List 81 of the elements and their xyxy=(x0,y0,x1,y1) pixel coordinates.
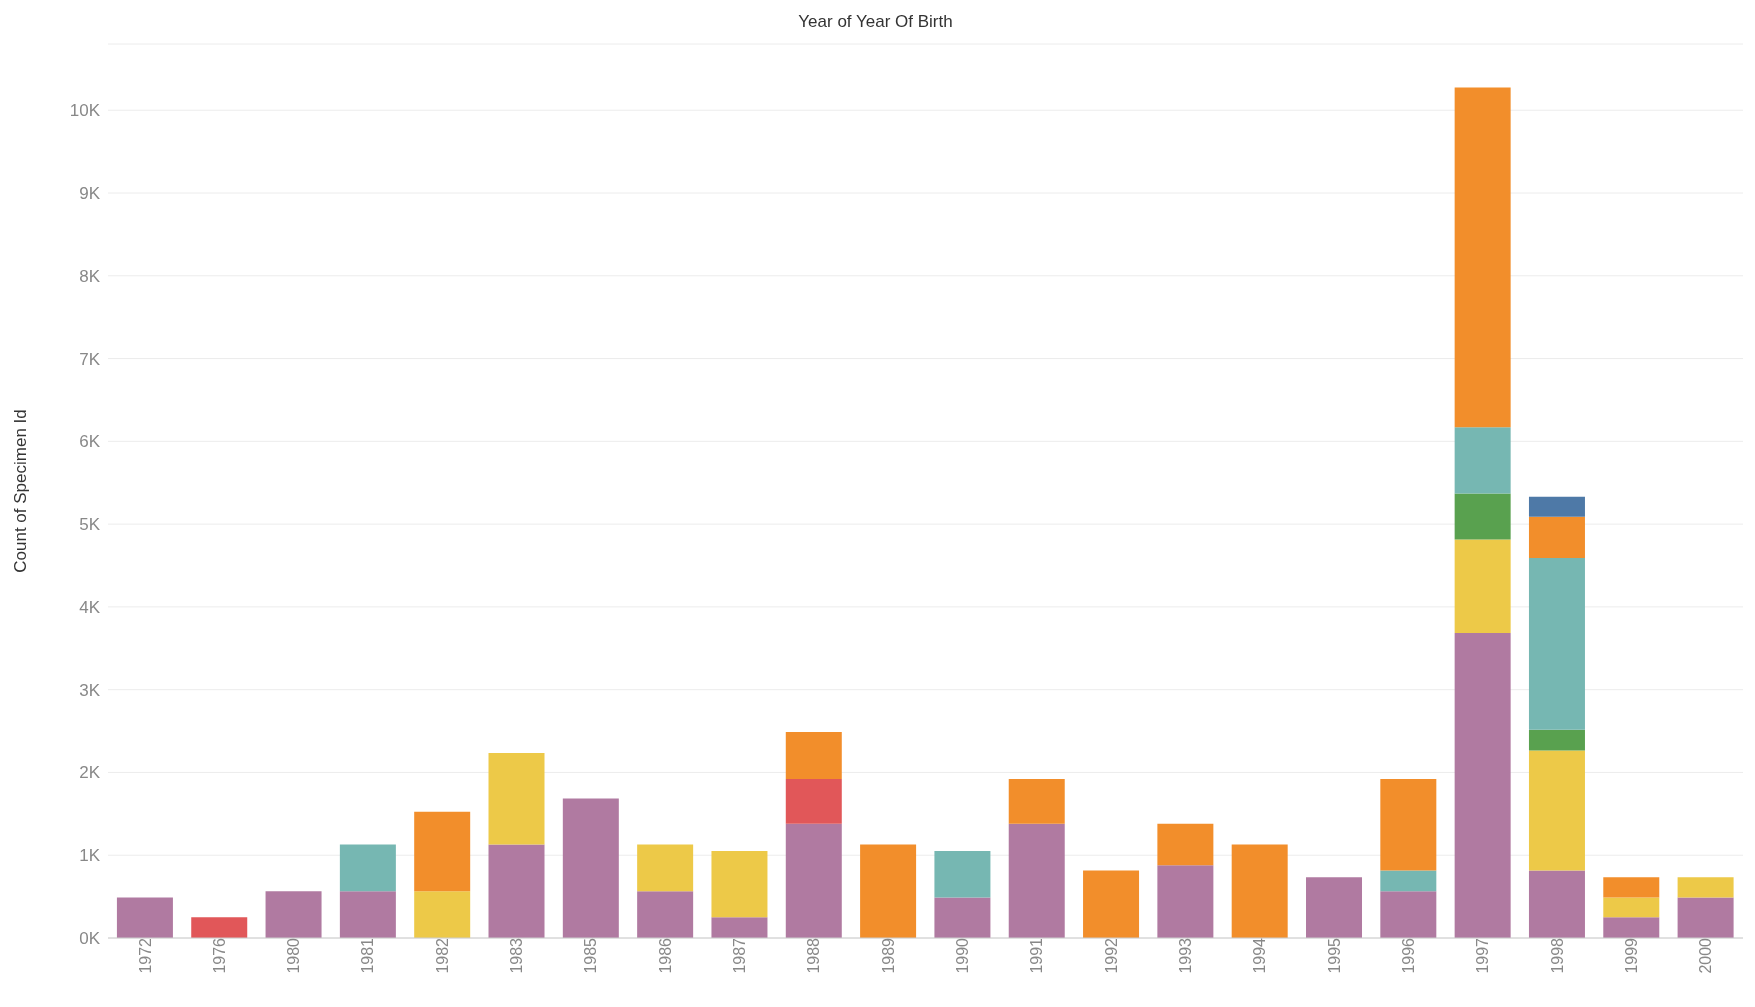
x-tick-label: 1994 xyxy=(1251,937,1269,974)
bar xyxy=(191,917,248,938)
y-tick-label: 7K xyxy=(79,349,101,369)
bar xyxy=(1380,779,1437,871)
bar xyxy=(1603,917,1660,938)
bar xyxy=(1454,493,1511,540)
bar xyxy=(1603,877,1660,898)
bar xyxy=(1380,870,1437,892)
x-tick-label: 1986 xyxy=(656,937,674,974)
bar xyxy=(116,897,173,938)
bar xyxy=(860,844,917,938)
y-axis-title: Count of Specimen Id xyxy=(11,409,31,573)
y-tick-label: 10K xyxy=(69,101,101,121)
x-tick-label: 1993 xyxy=(1176,937,1194,974)
y-tick-label: 6K xyxy=(79,432,101,452)
bar xyxy=(1008,779,1065,824)
bar xyxy=(1528,870,1585,938)
bar xyxy=(1528,729,1585,751)
bar xyxy=(711,917,768,938)
x-tick-label: 1998 xyxy=(1548,937,1566,974)
y-tick-label: 1K xyxy=(79,846,101,866)
bar xyxy=(1677,877,1734,898)
bar xyxy=(339,844,396,892)
x-tick-label: 1985 xyxy=(582,937,600,974)
bar xyxy=(1528,516,1585,559)
y-tick-label: 5K xyxy=(79,515,101,535)
bar xyxy=(1454,632,1511,938)
bar xyxy=(934,851,991,898)
bar xyxy=(339,891,396,938)
bar xyxy=(1083,870,1140,938)
chart-title: Year of Year Of Birth xyxy=(797,11,954,33)
bar xyxy=(1677,897,1734,938)
y-tick-label: 0K xyxy=(79,929,101,949)
bar xyxy=(1454,539,1511,633)
bar xyxy=(1231,844,1288,938)
x-tick-label: 1980 xyxy=(285,937,303,974)
y-tick-label: 9K xyxy=(79,184,101,204)
x-tick-label: 1991 xyxy=(1028,937,1046,974)
bar xyxy=(265,891,322,938)
bar xyxy=(1306,877,1363,938)
bar xyxy=(637,891,694,938)
bar xyxy=(1157,823,1214,866)
x-tick-label: 1983 xyxy=(508,937,526,974)
x-tick-label: 1996 xyxy=(1399,937,1417,974)
x-tick-label: 1982 xyxy=(433,937,451,974)
bar xyxy=(934,897,991,938)
y-tick-label: 2K xyxy=(79,763,101,783)
x-tick-label: 1997 xyxy=(1474,937,1492,974)
bar xyxy=(1528,496,1585,517)
x-tick-label: 1981 xyxy=(359,937,377,974)
bar xyxy=(1454,87,1511,428)
bar xyxy=(785,779,842,824)
bar xyxy=(488,752,545,845)
bar xyxy=(488,844,545,938)
bar xyxy=(1528,558,1585,730)
bar xyxy=(1380,891,1437,938)
bar xyxy=(1454,427,1511,494)
x-tick-label: 1999 xyxy=(1622,937,1640,974)
x-tick-label: 1988 xyxy=(805,937,823,974)
bar xyxy=(785,731,842,780)
bar xyxy=(711,851,768,918)
bar xyxy=(414,891,471,938)
x-tick-label: 1976 xyxy=(210,937,228,974)
x-tick-label: 1972 xyxy=(136,937,154,974)
bar xyxy=(1528,750,1585,871)
y-tick-label: 4K xyxy=(79,597,101,617)
x-tick-label: 1992 xyxy=(1102,937,1120,974)
x-tick-label: 1995 xyxy=(1325,937,1343,974)
bar xyxy=(562,798,619,938)
x-tick-label: 1989 xyxy=(879,937,897,974)
bar xyxy=(1008,823,1065,938)
bar xyxy=(785,823,842,938)
bar xyxy=(1603,897,1660,918)
y-tick-label: 8K xyxy=(79,266,101,286)
bar xyxy=(637,844,694,892)
x-tick-label: 1990 xyxy=(954,937,972,974)
y-tick-label: 3K xyxy=(79,680,101,700)
bar xyxy=(1157,865,1214,938)
x-tick-label: 1987 xyxy=(731,937,749,974)
bar xyxy=(414,811,471,892)
x-tick-label: 2000 xyxy=(1697,937,1715,974)
